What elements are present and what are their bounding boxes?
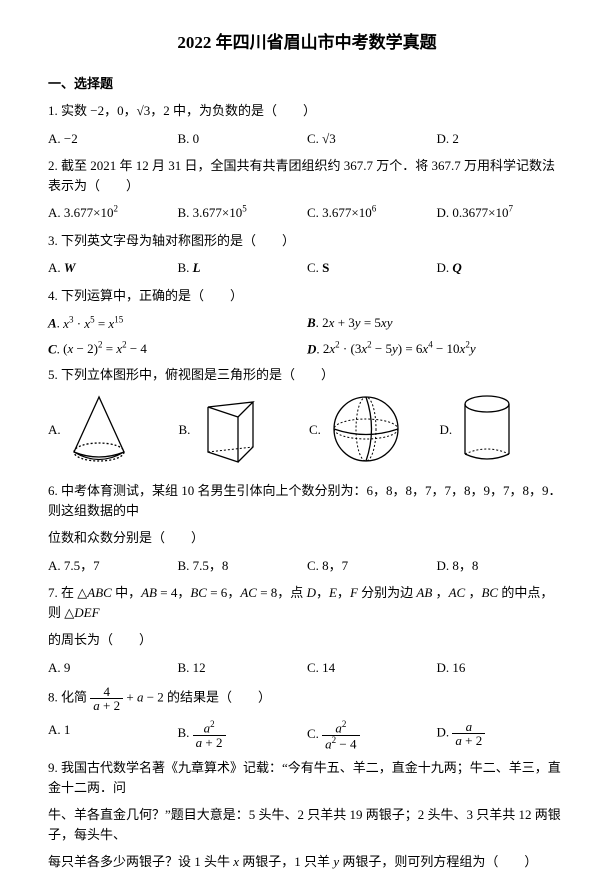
q6-line2: 位数和众数分别是（ ） — [48, 528, 566, 548]
q2-text: 2. 截至 2021 年 12 月 31 日，全国共有共青团组织约 367.7 … — [48, 156, 566, 195]
q6-opt-c: C. 8，7 — [307, 556, 437, 576]
q2-opt-c: C. 3.677×106 — [307, 203, 437, 223]
q4-options-1: A. x3 · x5 = x15 B. 2x + 3y = 5xy — [48, 313, 566, 333]
q7-opt-b: B. 12 — [178, 658, 308, 678]
q3-opt-b: B. L — [178, 258, 308, 278]
q2-opt-a: A. 3.677×102 — [48, 203, 178, 223]
sphere-icon — [329, 392, 404, 467]
q3-opt-c: C. S — [307, 258, 437, 278]
q3-opt-d: D. Q — [437, 258, 567, 278]
q3-options: A. W B. L C. S D. Q — [48, 258, 566, 278]
q5-opt-c-label: C. — [309, 420, 321, 440]
q1-opt-d: D. 2 — [437, 129, 567, 149]
q5-opt-a-label: A. — [48, 420, 61, 440]
q2-opt-d: D. 0.3677×107 — [437, 203, 567, 223]
q6-options: A. 7.5，7 B. 7.5，8 C. 8，7 D. 8，8 — [48, 556, 566, 576]
prism-icon — [198, 392, 263, 467]
q2-options: A. 3.677×102 B. 3.677×105 C. 3.677×106 D… — [48, 203, 566, 223]
q8-options: A. 1 B. a2a + 2 C. a2a2 − 4 D. aa + 2 — [48, 720, 566, 750]
q7-line1: 7. 在 △ABC 中，AB = 4，BC = 6，AC = 8，点 D，E，F… — [48, 583, 566, 622]
q6-line1: 6. 中考体育测试，某组 10 名男生引体向上个数分别为：6，8，8，7，7，8… — [48, 481, 566, 520]
q8-opt-d: D. aa + 2 — [437, 720, 567, 750]
q4-text: 4. 下列运算中，正确的是（ ） — [48, 286, 566, 306]
q1-text: 1. 实数 −2，0，√3，2 中，为负数的是（ ） — [48, 101, 566, 121]
section-heading: 一、选择题 — [48, 74, 566, 94]
q9-line2: 牛、羊各直金几何？”题目大意是：5 头牛、2 只羊共 19 两银子；2 头牛、3… — [48, 805, 566, 844]
q4-opt-b: B. 2x + 3y = 5xy — [307, 313, 566, 333]
q4-opt-c: C. (x − 2)2 = x2 − 4 — [48, 339, 307, 359]
q6-opt-a: A. 7.5，7 — [48, 556, 178, 576]
q8-opt-a: A. 1 — [48, 720, 178, 750]
q4-opt-a: A. x3 · x5 = x15 — [48, 313, 307, 333]
q2-opt-b: B. 3.677×105 — [178, 203, 308, 223]
cone-icon — [69, 392, 129, 467]
q5-shapes: A. B. C. — [48, 392, 566, 467]
q9-line1: 9. 我国古代数学名著《九章算术》记载：“今有牛五、羊二，直金十九两；牛二、羊三… — [48, 758, 566, 797]
q1-options: A. −2 B. 0 C. √3 D. 2 — [48, 129, 566, 149]
q5-opt-d-label: D. — [440, 420, 453, 440]
q6-opt-b: B. 7.5，8 — [178, 556, 308, 576]
q7-opt-c: C. 14 — [307, 658, 437, 678]
q3-opt-a: A. W — [48, 258, 178, 278]
q7-opt-a: A. 9 — [48, 658, 178, 678]
q4-opt-d: D. 2x2 · (3x2 − 5y) = 6x4 − 10x2y — [307, 339, 566, 359]
q8-opt-b: B. a2a + 2 — [178, 720, 308, 750]
q1-opt-c: C. √3 — [307, 129, 437, 149]
q7-line2: 的周长为（ ） — [48, 630, 566, 650]
q9-line3: 每只羊各多少两银子？设 1 头牛 x 两银子，1 只羊 y 两银子，则可列方程组… — [48, 852, 566, 872]
q6-opt-d: D. 8，8 — [437, 556, 567, 576]
q5-opt-b-label: B. — [179, 420, 191, 440]
page-title: 2022 年四川省眉山市中考数学真题 — [48, 30, 566, 56]
q8-text: 8. 化简 4a + 2 + a − 2 的结果是（ ） — [48, 685, 566, 712]
q1-opt-a: A. −2 — [48, 129, 178, 149]
q7-options: A. 9 B. 12 C. 14 D. 16 — [48, 658, 566, 678]
cylinder-icon — [460, 392, 515, 467]
q5-text: 5. 下列立体图形中，俯视图是三角形的是（ ） — [48, 365, 566, 385]
q4-options-2: C. (x − 2)2 = x2 − 4 D. 2x2 · (3x2 − 5y)… — [48, 339, 566, 359]
q1-opt-b: B. 0 — [178, 129, 308, 149]
q7-opt-d: D. 16 — [437, 658, 567, 678]
q8-opt-c: C. a2a2 − 4 — [307, 720, 437, 750]
q3-text: 3. 下列英文字母为轴对称图形的是（ ） — [48, 231, 566, 251]
